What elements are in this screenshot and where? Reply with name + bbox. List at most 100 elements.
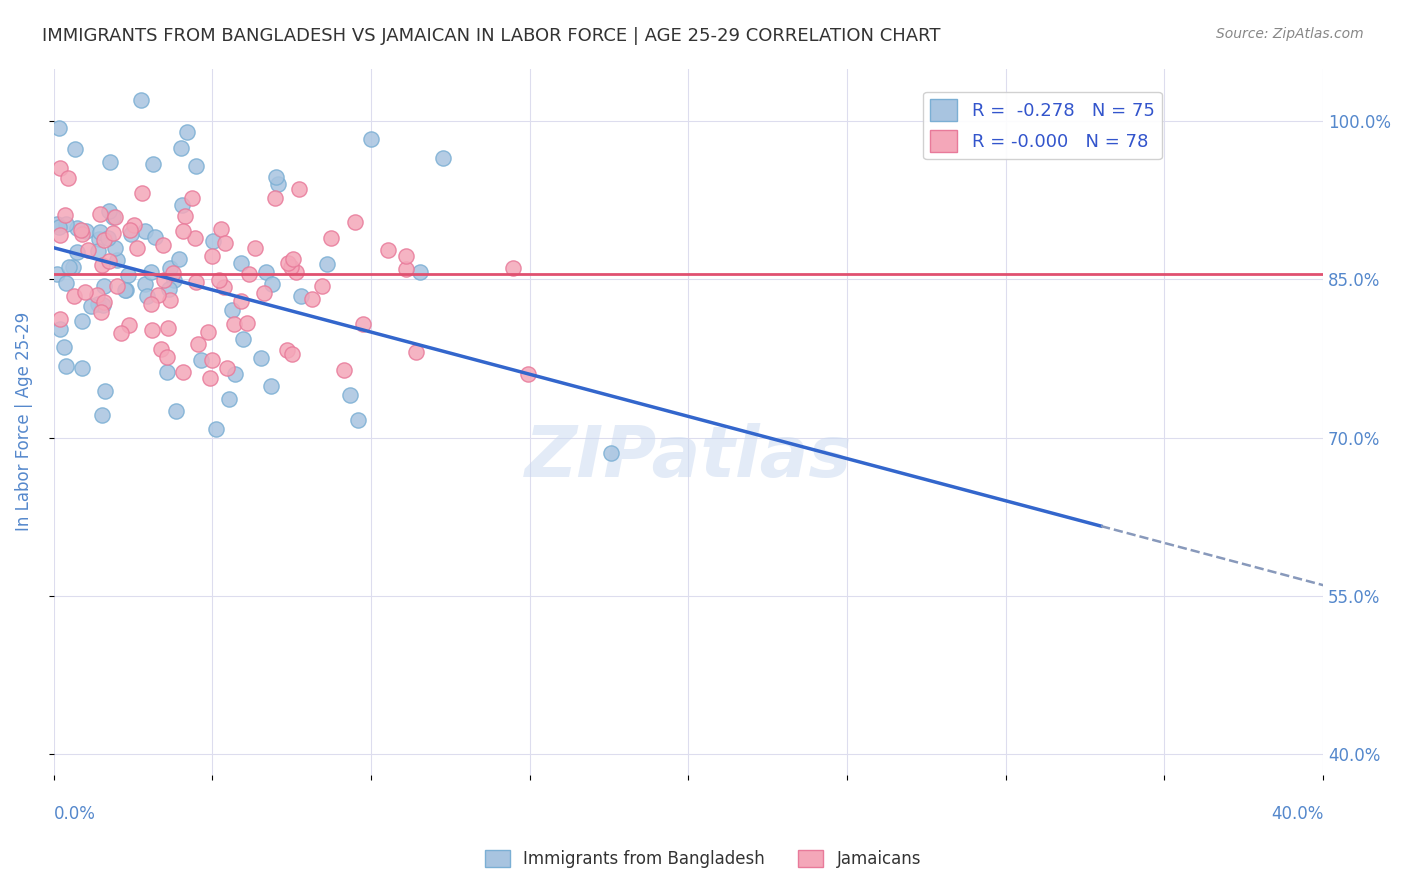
Point — [70, 314, 93, 328]
Point — [134, 277, 156, 291]
Point — [91, 259, 114, 273]
Point — [172, 198, 194, 212]
Point — [432, 151, 454, 165]
Point — [217, 361, 239, 376]
Point — [90, 304, 112, 318]
Point — [89, 232, 111, 246]
Point — [502, 261, 524, 276]
Point — [159, 293, 181, 307]
Point — [229, 256, 252, 270]
Point — [183, 230, 205, 244]
Point — [104, 241, 127, 255]
Point — [200, 370, 222, 384]
Point — [600, 446, 623, 460]
Point — [405, 345, 427, 359]
Point — [395, 261, 418, 276]
Point — [94, 384, 117, 398]
Point — [277, 255, 299, 269]
Point — [97, 203, 120, 218]
Point — [152, 238, 174, 252]
Point — [301, 292, 323, 306]
Text: IMMIGRANTS FROM BANGLADESH VS JAMAICAN IN LABOR FORCE | AGE 25-29 CORRELATION CH: IMMIGRANTS FROM BANGLADESH VS JAMAICAN I… — [42, 27, 941, 45]
Point — [360, 132, 382, 146]
Point — [243, 241, 266, 255]
Point — [93, 295, 115, 310]
Point — [190, 353, 212, 368]
Point — [186, 275, 208, 289]
Point — [238, 267, 260, 281]
Point — [91, 297, 114, 311]
Point — [287, 182, 309, 196]
Point — [62, 289, 84, 303]
Text: ZIPatlas: ZIPatlas — [524, 423, 852, 491]
Point — [141, 296, 163, 310]
Text: Source: ZipAtlas.com: Source: ZipAtlas.com — [1216, 27, 1364, 41]
Point — [316, 257, 339, 271]
Point — [131, 93, 153, 107]
Point — [93, 278, 115, 293]
Point — [105, 279, 128, 293]
Legend: R =  -0.278   N = 75, R = -0.000   N = 78: R = -0.278 N = 75, R = -0.000 N = 78 — [922, 92, 1161, 159]
Point — [118, 318, 141, 332]
Point — [104, 210, 127, 224]
Point — [280, 260, 302, 274]
Point — [173, 210, 195, 224]
Point — [66, 221, 89, 235]
Point — [77, 243, 100, 257]
Point — [58, 260, 80, 274]
Point — [46, 267, 69, 281]
Point — [142, 157, 165, 171]
Point — [186, 159, 208, 173]
Point — [87, 244, 110, 258]
Point — [156, 350, 179, 364]
Point — [176, 125, 198, 139]
Point — [167, 252, 190, 266]
Point — [101, 226, 124, 240]
Point — [229, 294, 252, 309]
Point — [86, 288, 108, 302]
Point — [62, 260, 84, 274]
Text: 40.0%: 40.0% — [1271, 805, 1323, 823]
Y-axis label: In Labor Force | Age 25-29: In Labor Force | Age 25-29 — [15, 312, 32, 532]
Point — [69, 223, 91, 237]
Point — [93, 233, 115, 247]
Point — [122, 218, 145, 232]
Point — [409, 265, 432, 279]
Point — [221, 302, 243, 317]
Point — [162, 266, 184, 280]
Point — [250, 351, 273, 366]
Point — [49, 227, 72, 242]
Point — [187, 337, 209, 351]
Point — [89, 225, 111, 239]
Point — [56, 171, 79, 186]
Point — [70, 360, 93, 375]
Point — [205, 421, 228, 435]
Point — [333, 363, 356, 377]
Point — [105, 253, 128, 268]
Legend: Immigrants from Bangladesh, Jamaicans: Immigrants from Bangladesh, Jamaicans — [478, 843, 928, 875]
Point — [264, 169, 287, 184]
Point — [101, 210, 124, 224]
Point — [214, 235, 236, 250]
Point — [218, 392, 240, 406]
Point — [170, 141, 193, 155]
Point — [120, 227, 142, 242]
Point — [201, 353, 224, 368]
Point — [290, 289, 312, 303]
Point — [55, 359, 77, 373]
Point — [75, 224, 97, 238]
Point — [253, 286, 276, 301]
Point — [172, 224, 194, 238]
Point — [321, 231, 343, 245]
Point — [150, 342, 173, 356]
Point — [127, 241, 149, 255]
Point — [224, 367, 246, 381]
Point — [115, 283, 138, 297]
Point — [163, 273, 186, 287]
Point — [66, 245, 89, 260]
Point — [263, 191, 285, 205]
Point — [352, 317, 374, 331]
Point — [339, 388, 361, 402]
Point — [86, 297, 108, 311]
Point — [172, 365, 194, 379]
